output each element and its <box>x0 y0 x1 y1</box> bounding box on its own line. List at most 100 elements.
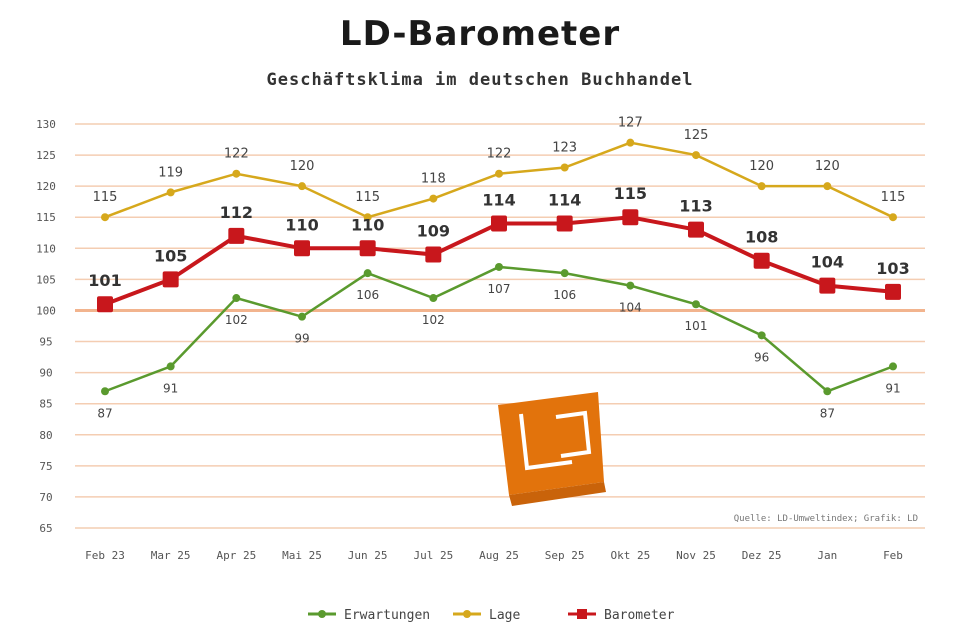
point-erwartungen <box>429 294 438 303</box>
data-labels: 87 91 102 99 106 102 107 106 104 101 96 87 91 115 119 1… <box>88 116 909 421</box>
point-barometer <box>162 271 179 288</box>
point-lage <box>363 213 372 222</box>
x-tick-label: Jun 25 <box>348 549 388 562</box>
data-label-barometer: 109 <box>417 222 450 241</box>
chart-subtitle: Geschäftsklima im deutschen Buchhandel <box>266 70 694 90</box>
y-tick-label: 75 <box>39 460 52 473</box>
y-tick-label: 70 <box>39 491 52 504</box>
y-tick-label: 90 <box>39 367 52 380</box>
legend-label-barometer: Barometer <box>604 608 675 623</box>
x-axis-ticks: Feb 23 Mar 25 Apr 25 Mai 25 Jun 25 Jul 25 Aug … <box>85 549 903 562</box>
data-label-barometer: 110 <box>351 215 384 234</box>
data-label-lage: 118 <box>421 172 446 187</box>
point-erwartungen <box>363 269 372 278</box>
data-label-erwartungen: 102 <box>225 313 248 327</box>
x-tick-label: Okt 25 <box>610 549 650 562</box>
point-erwartungen <box>626 281 635 290</box>
data-label-lage: 115 <box>93 190 118 205</box>
data-label-barometer: 113 <box>679 197 712 216</box>
y-tick-label: 95 <box>39 336 52 349</box>
x-tick-label: Feb <box>883 549 903 562</box>
point-erwartungen <box>692 300 700 309</box>
point-barometer <box>228 227 245 244</box>
source-note: Quelle: LD-Umweltindex; Grafik: LD <box>734 514 918 524</box>
point-barometer <box>885 283 901 300</box>
data-label-barometer: 108 <box>745 228 778 247</box>
data-label-erwartungen: 106 <box>553 288 576 302</box>
point-lage <box>429 194 438 203</box>
data-label-barometer: 105 <box>154 246 187 265</box>
data-label-erwartungen: 106 <box>356 288 379 302</box>
x-tick-label: Apr 25 <box>216 549 256 562</box>
data-label-barometer: 103 <box>876 259 909 278</box>
point-erwartungen <box>298 312 306 321</box>
ld-logo <box>498 392 606 506</box>
data-label-erwartungen: 104 <box>619 301 642 315</box>
point-lage <box>823 182 832 191</box>
y-tick-label: 110 <box>36 242 56 255</box>
x-tick-label: Feb 23 <box>85 549 125 562</box>
x-tick-label: Nov 25 <box>676 549 716 562</box>
point-barometer <box>359 240 376 257</box>
x-tick-label: Mai 25 <box>282 549 322 562</box>
x-tick-label: Dez 25 <box>742 549 782 562</box>
y-tick-label: 130 <box>36 118 56 131</box>
y-tick-label: 100 <box>36 304 56 317</box>
point-erwartungen <box>757 331 766 340</box>
data-label-lage: 122 <box>224 147 249 162</box>
legend-label-erwartungen: Erwartungen <box>344 608 430 623</box>
point-erwartungen <box>101 387 109 396</box>
point-erwartungen <box>495 262 503 271</box>
data-label-lage: 115 <box>881 190 906 205</box>
data-label-erwartungen: 91 <box>885 381 900 395</box>
point-barometer <box>425 246 442 263</box>
data-label-lage: 120 <box>290 159 315 174</box>
point-barometer <box>491 215 507 232</box>
data-label-erwartungen: 107 <box>488 282 511 296</box>
point-lage <box>626 138 635 147</box>
data-label-lage: 120 <box>815 159 840 174</box>
data-label-erwartungen: 87 <box>820 406 835 420</box>
data-label-erwartungen: 96 <box>754 350 769 364</box>
point-barometer <box>294 240 310 257</box>
x-tick-label: Mar 25 <box>151 549 191 562</box>
data-label-barometer: 112 <box>220 203 253 222</box>
gridlines <box>75 123 925 529</box>
data-label-erwartungen: 101 <box>685 319 708 333</box>
point-erwartungen <box>166 362 175 371</box>
y-tick-label: 85 <box>39 398 52 411</box>
data-label-barometer: 104 <box>811 253 844 272</box>
legend-swatch-marker <box>577 609 587 619</box>
data-label-lage: 115 <box>355 190 380 205</box>
point-lage <box>889 213 897 222</box>
point-erwartungen <box>232 294 241 303</box>
data-label-erwartungen: 91 <box>163 381 178 395</box>
y-tick-label: 120 <box>36 180 56 193</box>
data-label-lage: 122 <box>487 147 512 162</box>
data-label-lage: 119 <box>158 165 183 180</box>
point-lage <box>692 151 700 160</box>
data-label-lage: 127 <box>618 116 643 131</box>
point-lage <box>166 188 175 197</box>
data-label-barometer: 110 <box>285 215 318 234</box>
y-tick-label: 125 <box>36 149 56 162</box>
data-label-lage: 120 <box>749 159 774 174</box>
point-barometer <box>97 296 113 313</box>
x-tick-label: Sep 25 <box>545 549 585 562</box>
data-label-erwartungen: 99 <box>294 332 309 346</box>
legend: Erwartungen Lage Barometer <box>308 608 675 623</box>
data-label-lage: 125 <box>684 128 709 143</box>
data-label-barometer: 114 <box>482 190 515 209</box>
chart-title: LD-Barometer <box>339 14 621 54</box>
point-erwartungen <box>823 387 832 396</box>
legend-swatch-marker <box>318 610 326 618</box>
data-label-barometer: 115 <box>614 184 647 203</box>
x-tick-label: Jul 25 <box>413 549 453 562</box>
point-lage <box>232 169 241 178</box>
y-axis-ticks: 130 125 120 115 110 105 100 95 90 85 80 75 70 65 <box>36 118 56 535</box>
point-barometer <box>819 277 836 294</box>
point-barometer <box>556 215 573 232</box>
point-barometer <box>753 252 770 269</box>
data-label-erwartungen: 102 <box>422 313 445 327</box>
